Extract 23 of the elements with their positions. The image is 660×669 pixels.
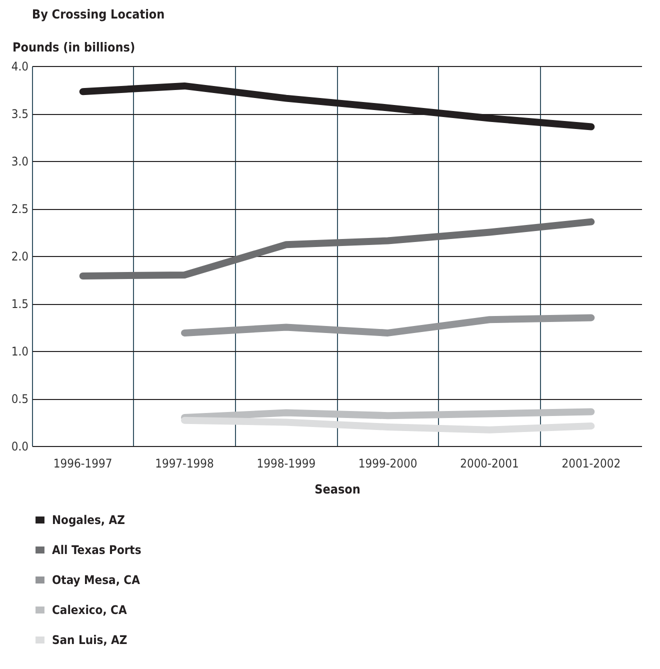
y-tick-label: 0.0 (11, 440, 29, 454)
y-tick-label: 3.5 (11, 107, 28, 121)
legend-label: All Texas Ports (52, 543, 142, 557)
y-tick-label: 2.0 (11, 250, 29, 264)
y-axis-title: Pounds (in billions) (12, 40, 136, 54)
y-tick-label: 2.5 (11, 202, 28, 216)
x-axis-title: Season (314, 482, 360, 496)
legend-label: Calexico, CA (52, 603, 128, 617)
y-tick-label: 4.0 (11, 60, 29, 74)
chart-title: By Crossing Location (32, 6, 165, 22)
legend-label: Otay Mesa, CA (52, 573, 141, 587)
y-tick-label: 1.5 (11, 297, 28, 311)
x-tick-label: 1999-2000 (358, 456, 418, 470)
x-tick-label: 1998-1999 (256, 456, 316, 470)
x-tick-label: 1997-1998 (155, 456, 214, 470)
x-tick-label: 2001-2002 (562, 456, 621, 470)
legend-label: Nogales, AZ (52, 513, 126, 527)
y-tick-label: 0.5 (11, 392, 28, 406)
x-tick-label: 2000-2001 (460, 456, 519, 470)
x-tick-label: 1996-1997 (53, 456, 112, 470)
legend-label: San Luis, AZ (52, 633, 128, 647)
y-tick-label: 1.0 (11, 344, 29, 358)
y-tick-label: 3.0 (11, 154, 29, 168)
